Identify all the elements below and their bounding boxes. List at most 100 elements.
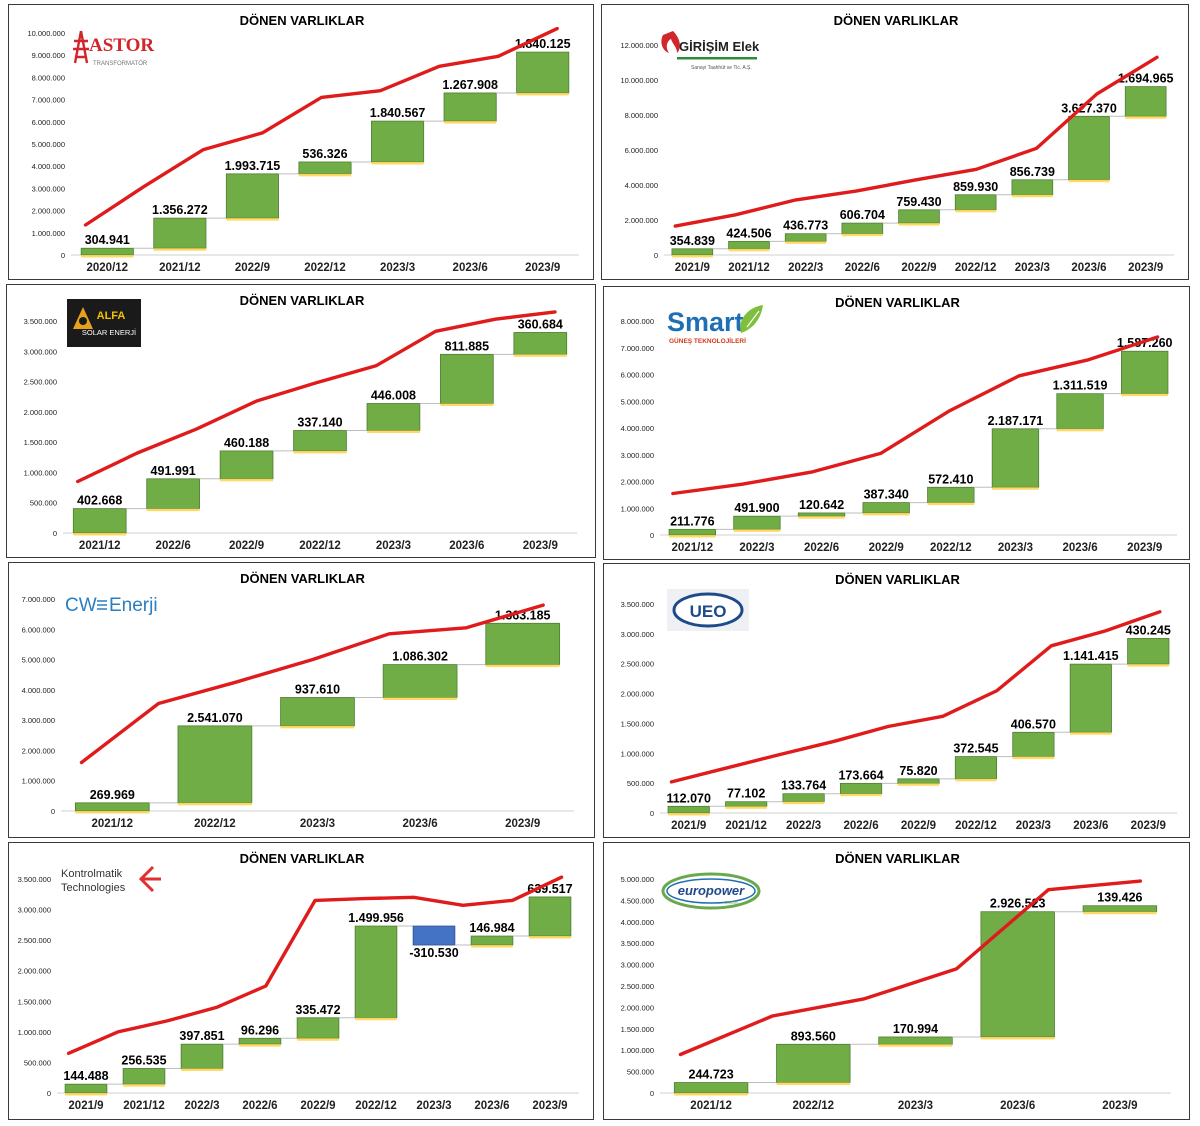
- waterfall-bar: [1069, 663, 1112, 733]
- bar-base-highlight: [1121, 393, 1168, 397]
- x-tick-label: 2021/12: [159, 262, 201, 274]
- x-tick-label: 2023/6: [453, 262, 488, 274]
- company-logo-mark: CW Enerji: [65, 595, 157, 616]
- trend-line: [66, 875, 564, 1056]
- waterfall-bar: [1127, 638, 1170, 665]
- logo-text: CW: [65, 595, 97, 616]
- waterfall-bar: [74, 802, 150, 812]
- bar-base-highlight: [878, 1044, 953, 1047]
- y-tick-label: 3.500.000: [18, 875, 51, 884]
- x-tick-label: 2022/9: [235, 262, 270, 274]
- data-label: 606.704: [840, 208, 885, 222]
- data-label: 170.994: [893, 1022, 938, 1036]
- x-tick-label: 2023/6: [1000, 1100, 1035, 1112]
- bar-base-highlight: [297, 1038, 339, 1041]
- y-tick-label: 3.000.000: [621, 451, 654, 460]
- y-tick-label: 0: [61, 251, 65, 260]
- waterfall-bar: [366, 403, 421, 431]
- company-logo: ASTOR TRANSFORMATÖR: [71, 27, 161, 73]
- bar-base-highlight: [73, 533, 127, 536]
- waterfall-bar: [528, 896, 572, 937]
- y-tick-label: 1.000.000: [621, 504, 654, 513]
- trend-line: [79, 603, 545, 765]
- y-tick-label: 4.000.000: [22, 686, 55, 695]
- waterfall-chart: DÖNEN VARLIKLAR 0 2.000.000 4.000.000 6.000.…: [620, 13, 1174, 274]
- company-logo: Smart GÜNEŞ TEKNOLOJİLERİ: [663, 301, 771, 347]
- waterfall-bar: [841, 222, 884, 235]
- waterfall-chart: DÖNEN VARLIKLAR 0 500.000 1.000.000 1.500.00…: [24, 293, 577, 552]
- data-label: 859.930: [953, 180, 998, 194]
- y-tick-label: 0: [654, 251, 658, 260]
- x-tick-label: 2022/12: [194, 818, 236, 830]
- waterfall-bar: [293, 430, 347, 452]
- bar-base-highlight: [840, 793, 882, 797]
- y-tick-label: 500.000: [24, 1058, 51, 1067]
- x-tick-label: 2023/9: [525, 262, 560, 274]
- y-tick-label: 5.000.000: [32, 140, 65, 149]
- data-label: 360.684: [518, 317, 563, 331]
- data-label: 304.941: [85, 233, 130, 247]
- y-tick-label: 3.000.000: [22, 716, 55, 725]
- waterfall-bar: [878, 1036, 953, 1045]
- y-tick-label: 3.000.000: [18, 906, 51, 915]
- company-logo: ALFA SOLAR ENERJİ: [67, 299, 141, 347]
- y-tick-label: 1.500.000: [18, 997, 51, 1006]
- data-label: 96.296: [241, 1023, 279, 1037]
- data-label: 893.560: [791, 1029, 836, 1043]
- data-label: 387.340: [864, 488, 909, 502]
- y-tick-label: 2.500.000: [621, 982, 654, 991]
- bar-base-highlight: [725, 806, 767, 809]
- data-label: 256.535: [121, 1053, 166, 1067]
- bar-base-highlight: [1083, 911, 1157, 915]
- data-label: 139.426: [1097, 891, 1142, 905]
- data-label: 639.517: [527, 882, 572, 896]
- chart-panel: DÖNEN VARLIKLAR 0 1.000.000 2.000.000 3.000.…: [8, 4, 594, 280]
- y-tick-label: 500.000: [30, 499, 57, 508]
- bar-base-highlight: [955, 778, 997, 782]
- data-label: 491.900: [734, 501, 779, 515]
- bar-base-highlight: [733, 529, 781, 532]
- waterfall-bar: [776, 1043, 851, 1083]
- trend-line: [678, 879, 1142, 1057]
- bar-base-highlight: [798, 516, 845, 519]
- data-label: 424.506: [726, 226, 771, 240]
- x-tick-label: 2021/12: [79, 540, 121, 552]
- x-tick-label: 2022/12: [304, 262, 346, 274]
- x-tick-label: 2022/12: [793, 1100, 835, 1112]
- waterfall-bar: [516, 51, 570, 94]
- waterfall-bar: [382, 664, 458, 698]
- x-tick-label: 2023/6: [403, 818, 438, 830]
- waterfall-bar: [146, 478, 200, 510]
- chart-panel: DÖNEN VARLIKLAR 0 1.000.000 2.000.000 3.000.…: [8, 562, 595, 838]
- x-tick-label: 2021/9: [675, 262, 710, 274]
- data-label: 1.363.185: [495, 608, 551, 622]
- waterfall-bar: [485, 622, 561, 665]
- x-tick-label: 2022/9: [300, 1100, 335, 1112]
- x-tick-label: 2022/12: [355, 1100, 397, 1112]
- company-logo: CW Enerji: [65, 587, 157, 621]
- y-tick-label: 0: [650, 1089, 654, 1098]
- x-tick-label: 2021/12: [92, 818, 134, 830]
- y-tick-label: 3.000.000: [621, 961, 654, 970]
- y-tick-label: 1.500.000: [24, 438, 57, 447]
- y-tick-label: 4.000.000: [621, 424, 654, 433]
- company-logo: GİRİŞİM Elektrik Sanayi Taahhüt ve Tic. A…: [657, 27, 759, 75]
- chart-title: DÖNEN VARLIKLAR: [240, 13, 365, 28]
- x-tick-label: 2022/6: [156, 540, 191, 552]
- company-logo-mark: ALFA SOLAR ENERJİ: [67, 299, 141, 347]
- data-label: 430.245: [1126, 623, 1171, 637]
- chart-panel: DÖNEN VARLIKLAR 0 2.000.000 4.000.000 6.000.…: [601, 4, 1189, 280]
- waterfall-bar: [667, 805, 710, 814]
- data-label: 2.926.523: [990, 897, 1046, 911]
- waterfall-bar: [898, 209, 940, 224]
- x-tick-label: 2023/6: [1062, 542, 1097, 554]
- data-label: 2.187.171: [988, 414, 1044, 428]
- logo-text: UEO: [690, 602, 727, 621]
- waterfall-bar: [513, 332, 568, 355]
- company-logo-mark: Kontrolmatik Technologies: [61, 865, 161, 894]
- y-tick-label: 2.500.000: [621, 660, 654, 669]
- y-tick-label: 8.000.000: [625, 111, 658, 120]
- logo-text: GİRİŞİM Elektrik: [679, 39, 759, 54]
- chart-panel: DÖNEN VARLIKLAR 0 1.000.000 2.000.000 3.000.…: [603, 286, 1190, 560]
- bar-base-highlight: [123, 1084, 165, 1087]
